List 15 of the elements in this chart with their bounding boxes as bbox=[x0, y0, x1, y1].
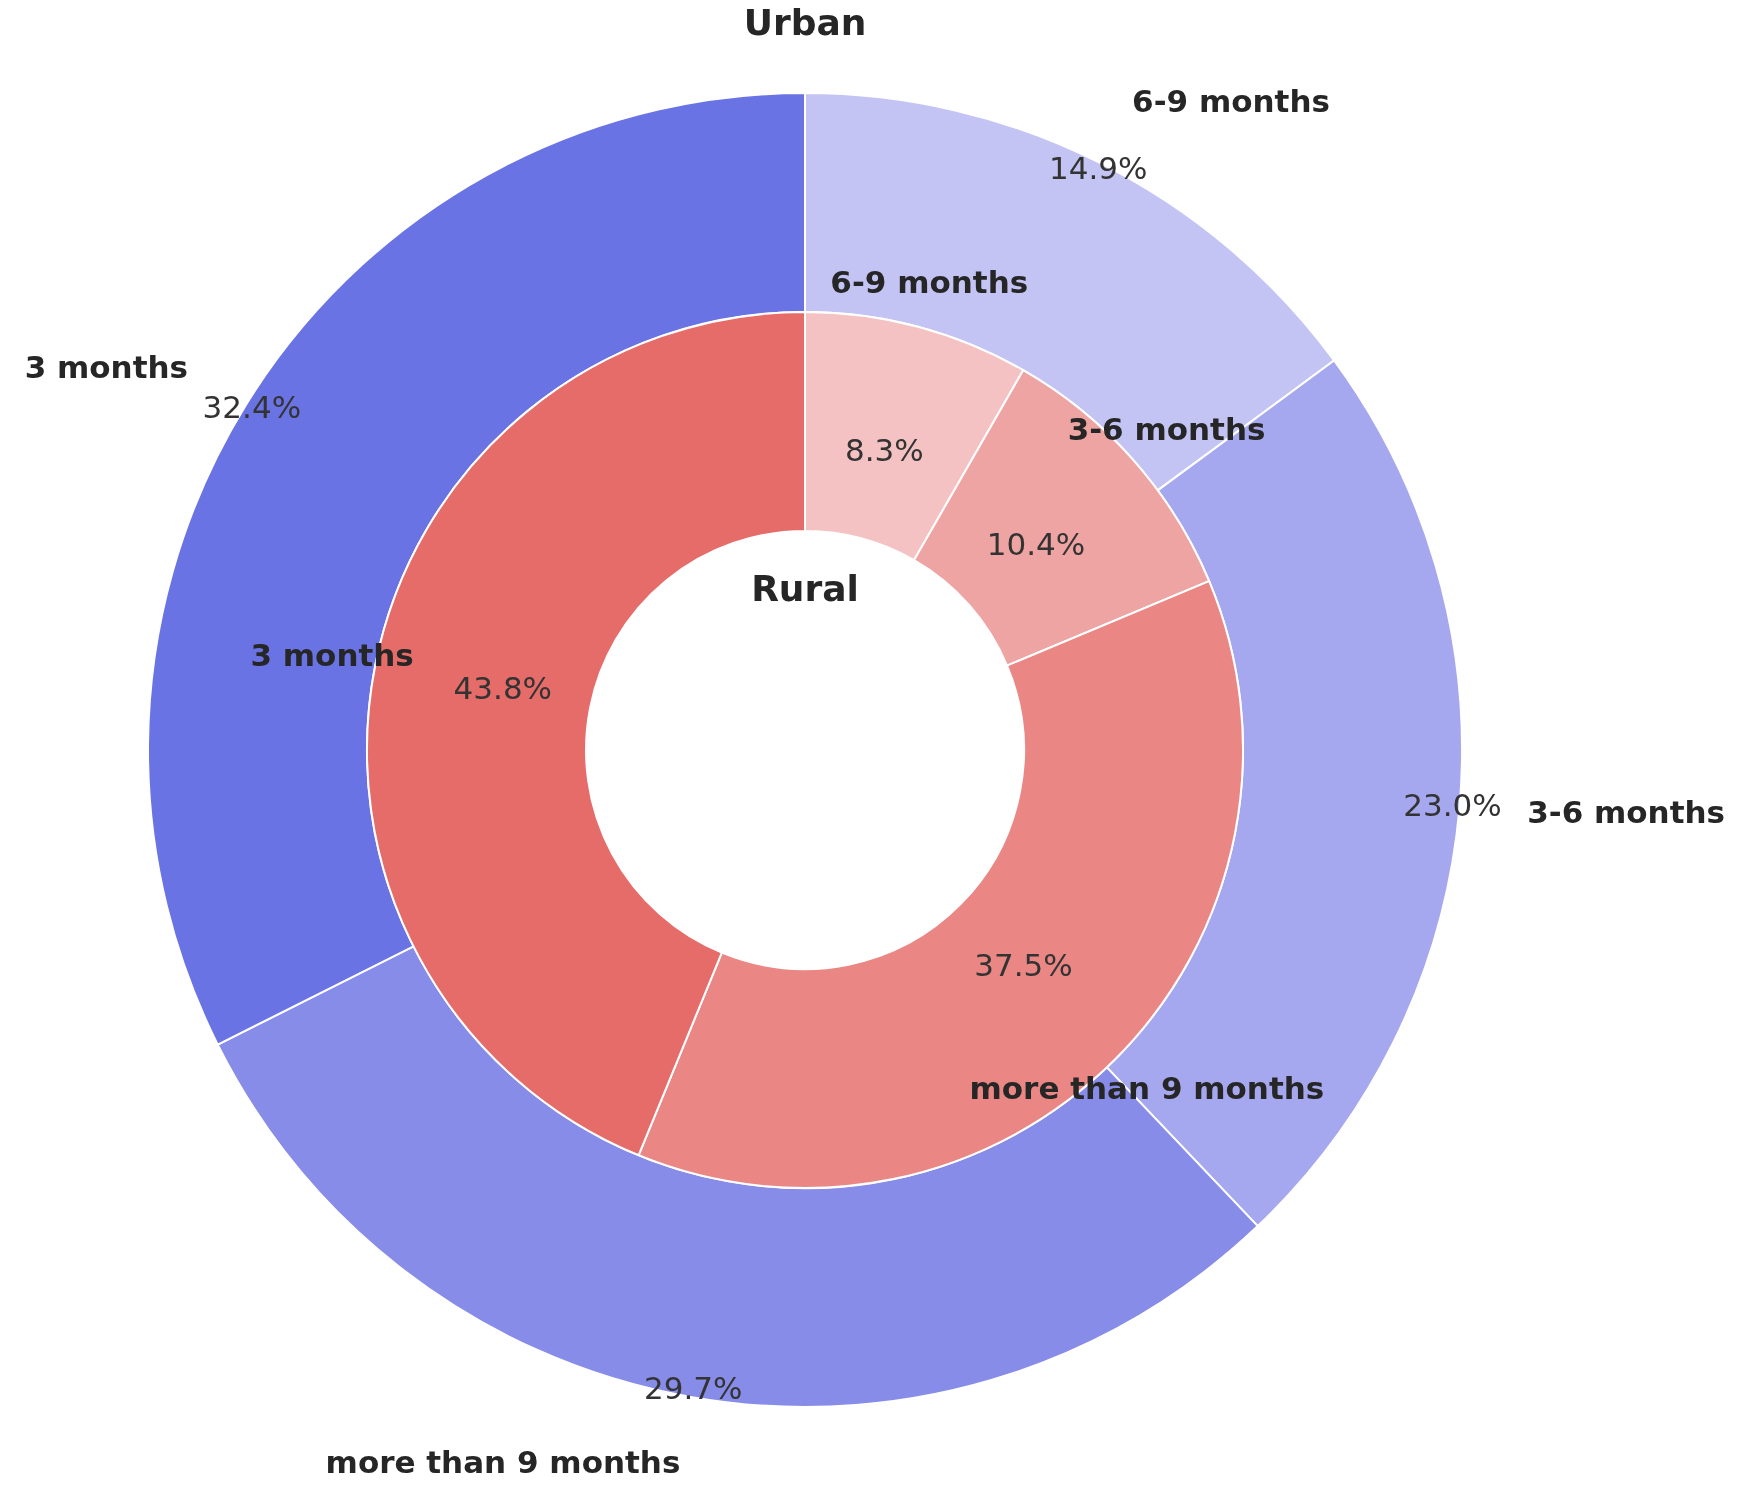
category-label: 3-6 months bbox=[1067, 411, 1266, 448]
data-label: 43.8% bbox=[453, 670, 553, 707]
slice-label: Urban bbox=[743, 2, 867, 43]
slice-label: more than 9 months bbox=[325, 1444, 681, 1481]
slice-label: Rural bbox=[751, 568, 859, 609]
data-label: 10.4% bbox=[986, 526, 1086, 563]
data-label: 29.7% bbox=[644, 1370, 743, 1407]
slice-label: 6-9 months bbox=[1132, 82, 1330, 119]
slice-label: 3-6 months bbox=[1527, 793, 1726, 830]
slice-label: 3 months bbox=[24, 349, 189, 386]
slice-label: 6-9 months bbox=[830, 264, 1029, 301]
data-label: 37.5% bbox=[974, 947, 1073, 984]
data-label: 8.3% bbox=[845, 432, 924, 469]
data-label: 14.9% bbox=[1049, 149, 1148, 186]
data-label: 23.0% bbox=[1403, 787, 1502, 824]
